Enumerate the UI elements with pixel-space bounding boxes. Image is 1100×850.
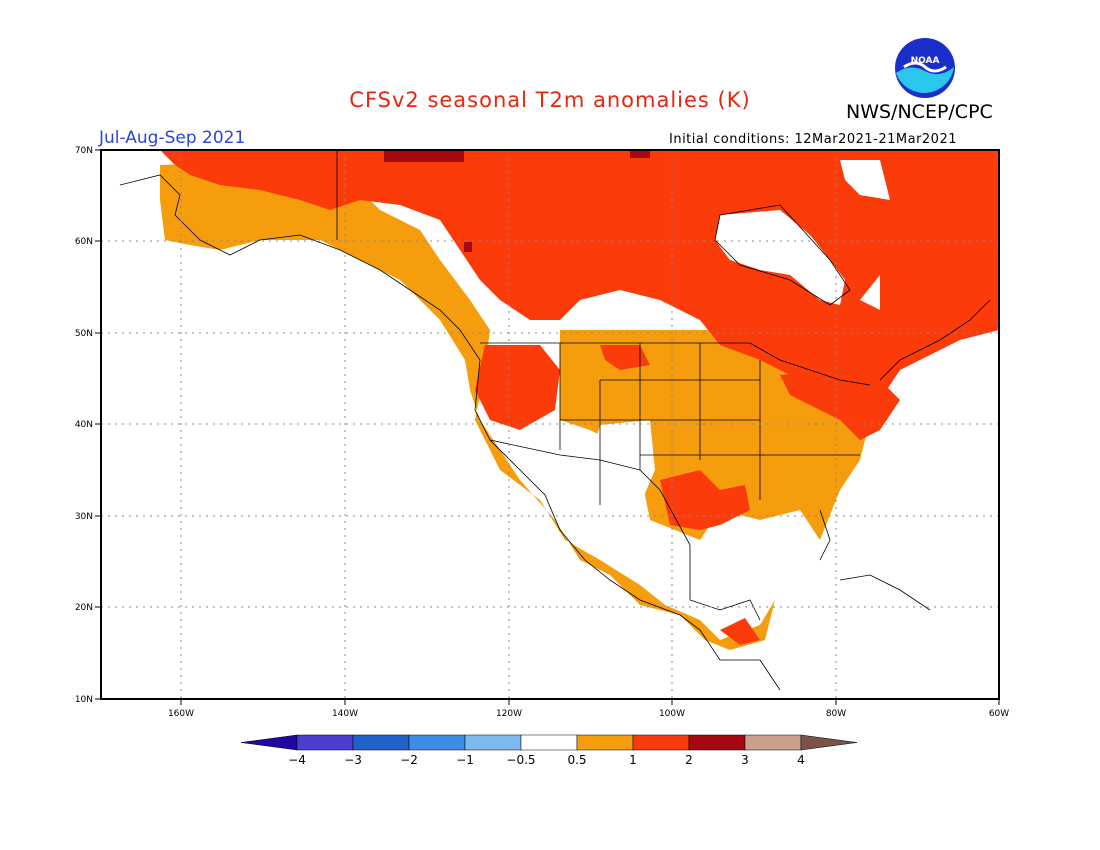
colorbar-label: 4 [797,753,805,767]
borders [336,150,871,546]
colorbar-labels: −4 −3 −2 −1 −0.5 0.5 1 2 3 4 [288,753,805,767]
tick-marks [95,149,1000,705]
colorbar-swatches [240,734,858,751]
colorbar-label: −2 [400,753,418,767]
noaa-logo: NOAA [895,38,955,98]
lat-tick-label: 50N [75,329,93,339]
graticule [101,150,999,699]
period-label: Jul-Aug-Sep 2021 [99,128,246,148]
organization-label: NWS/NCEP/CPC [846,101,993,123]
chart-title: CFSv2 seasonal T2m anomalies (K) [349,88,751,112]
lon-tick-label: 80W [826,709,846,719]
colorbar-swatch [408,734,466,751]
colorbar-swatch [520,734,578,751]
lon-tick-label: 120W [496,709,522,719]
colorbar-swatch [296,734,354,751]
colorbar-swatch-max [800,734,858,751]
colorbar-swatch [464,734,522,751]
lon-tick-label: 100W [659,709,685,719]
colorbar-swatch [688,734,746,751]
anomaly-area-neutral-hudson [715,210,845,305]
noaa-logo-text: NOAA [911,56,940,66]
colorbar-swatch [744,734,802,751]
colorbar-swatch-min [240,734,298,751]
colorbar-label: −0.5 [506,753,535,767]
colorbar-swatch [576,734,634,751]
colorbar-swatch [352,734,410,751]
lat-tick-label: 60N [75,237,93,247]
lon-tick-label: 140W [332,709,358,719]
colorbar-label: 0.5 [567,753,586,767]
anomaly-area-red [160,150,999,420]
colorbar-label: 2 [685,753,693,767]
lat-tick-label: 20N [75,603,93,613]
colorbar-label: 3 [741,753,749,767]
coastlines [119,174,991,691]
colorbar-label: 1 [629,753,637,767]
lat-tick-label: 30N [75,512,93,522]
colorbar-swatch [632,734,690,751]
lon-tick-label: 160W [168,709,194,719]
colorbar-label: −4 [288,753,306,767]
initial-conditions-label: Initial conditions: 12Mar2021-21Mar2021 [669,132,957,147]
colorbar-label: −3 [344,753,362,767]
colorbar-label: −1 [456,753,474,767]
lat-tick-label: 10N [75,695,93,705]
anomaly-area-orange [160,160,775,650]
lat-tick-label: 70N [75,146,93,156]
lon-tick-label: 60W [989,709,1009,719]
lat-tick-label: 40N [75,420,93,430]
